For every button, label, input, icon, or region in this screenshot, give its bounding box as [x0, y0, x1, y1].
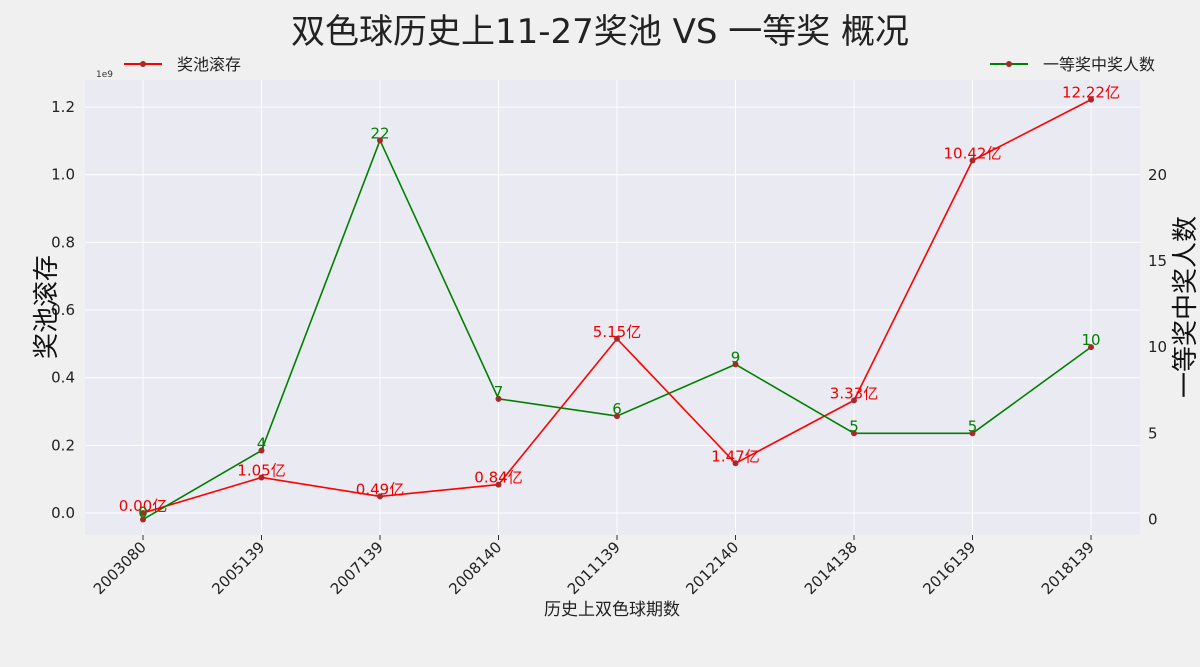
plot-area	[85, 80, 1140, 535]
legend-label-jackpot: 奖池滚存	[177, 55, 241, 74]
data-label-winners: 4	[257, 435, 267, 453]
data-point-jackpot	[851, 397, 857, 404]
data-label-winners: 5	[849, 417, 859, 435]
data-point-winners	[258, 447, 265, 454]
data-point-winners	[851, 430, 857, 437]
legend-label-winners: 一等奖中奖人数	[1043, 55, 1155, 74]
data-point-winners	[1088, 344, 1094, 351]
y-left-tick-label: 0.8	[51, 233, 75, 251]
legend-left: 奖池滚存	[124, 55, 241, 74]
y-left-tick-label: 1.0	[51, 166, 75, 184]
data-label-winners: 10	[1081, 331, 1100, 349]
data-label-jackpot: 1.05亿	[237, 461, 285, 479]
data-point-winners	[377, 137, 383, 144]
data-point-jackpot	[258, 474, 265, 481]
data-point-winners	[140, 516, 146, 523]
legend-marker-jackpot	[140, 61, 146, 67]
legend-right: 一等奖中奖人数	[990, 55, 1155, 74]
data-label-jackpot: 10.42亿	[944, 145, 1002, 163]
y-right-tick-label: 5	[1148, 424, 1158, 442]
y-right-tick-label: 0	[1148, 510, 1158, 528]
y-left-tick-label: 1.2	[51, 98, 75, 116]
data-point-jackpot	[377, 493, 383, 500]
y-axis-left-title: 奖池滚存	[32, 255, 62, 359]
data-label-jackpot: 5.15亿	[593, 323, 641, 341]
data-label-winners: 7	[494, 383, 504, 401]
y-right-tick-label: 20	[1148, 166, 1167, 184]
x-axis-title: 历史上双色球期数	[544, 600, 680, 620]
data-label-winners: 9	[731, 348, 741, 366]
data-point-winners	[969, 430, 976, 437]
data-label-winners: 5	[968, 417, 978, 435]
data-label-winners: 6	[612, 400, 622, 418]
legend-marker-winners	[1006, 61, 1012, 67]
data-label-jackpot: 0.00亿	[119, 497, 167, 515]
data-point-jackpot	[495, 481, 502, 488]
data-label-winners: 0	[138, 503, 148, 521]
data-point-winners	[495, 395, 502, 402]
y-axis-right-title: 一等奖中奖人数	[1171, 216, 1200, 398]
data-label-jackpot: 0.49亿	[356, 480, 404, 498]
data-point-jackpot	[732, 460, 739, 467]
chart-title: 双色球历史上11-27奖池 VS 一等奖 概况	[291, 12, 909, 52]
y-right-tick-label: 15	[1148, 252, 1167, 270]
data-label-jackpot: 3.33亿	[830, 384, 878, 402]
chart-marks: 0.00亿 1.05亿 0.49亿 0.84亿 5.15亿 1.47亿 3.33亿 10.42…	[119, 84, 1120, 523]
data-point-jackpot	[1088, 96, 1094, 103]
grid-lines	[85, 80, 1140, 535]
y-right-tick-label: 10	[1148, 338, 1167, 356]
data-point-winners	[614, 413, 620, 420]
data-point-winners	[732, 361, 739, 368]
data-label-jackpot: 1.47亿	[711, 447, 759, 465]
y-left-tick-label: 0.0	[51, 504, 75, 522]
data-label-jackpot: 12.22亿	[1062, 84, 1120, 102]
y-axis-left-scale-label: 1e9	[96, 70, 113, 80]
y-left-tick-label: 0.6	[51, 301, 75, 319]
data-point-jackpot	[614, 335, 620, 342]
data-point-jackpot	[140, 510, 146, 517]
y-left-tick-label: 0.4	[51, 369, 75, 387]
data-label-jackpot: 0.84亿	[474, 469, 522, 487]
y-left-tick-label: 0.2	[51, 436, 75, 454]
data-point-jackpot	[969, 157, 976, 164]
data-label-winners: 22	[370, 124, 389, 142]
